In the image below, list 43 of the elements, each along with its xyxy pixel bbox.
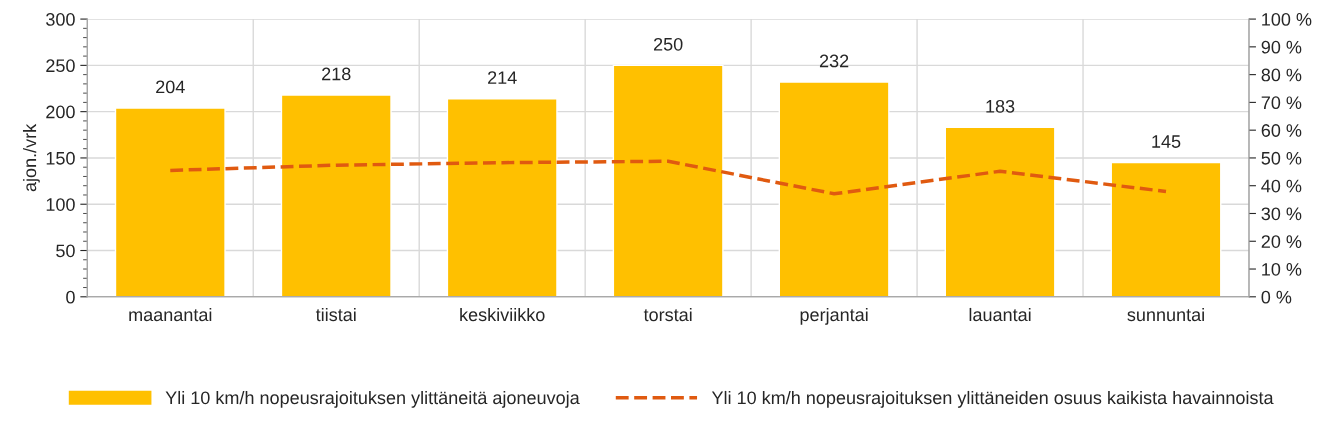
x-tick-label: tiistai xyxy=(315,307,356,322)
x-tick-label: torstai xyxy=(643,307,692,322)
data-label: 232 xyxy=(819,54,849,68)
data-label: 183 xyxy=(986,99,1015,113)
y-tick-label: 200 xyxy=(46,105,75,119)
data-label: 250 xyxy=(653,37,683,51)
y2-tick-label: 100 % xyxy=(1262,13,1312,26)
y2-tick-label: 30 % xyxy=(1261,207,1302,221)
bar xyxy=(612,64,724,297)
legend-label: Yli 10 km/h nopeusrajoituksen ylittäneiden osuus kaikista havainnoista xyxy=(711,390,1274,408)
bar xyxy=(114,107,226,297)
y-tick-label: 300 xyxy=(46,13,75,26)
data-label: 214 xyxy=(488,71,517,84)
bar xyxy=(446,97,558,297)
y2-tick-label: 40 % xyxy=(1261,179,1302,193)
y-tick-label: 250 xyxy=(46,59,75,73)
y-axis-title: ajon./vrk xyxy=(22,123,40,192)
y-tick-label: 50 xyxy=(56,244,75,258)
y2-tick-label: 50 % xyxy=(1261,151,1302,165)
y2-tick-label: 60 % xyxy=(1261,124,1302,137)
x-tick-label: maanantai xyxy=(129,307,212,322)
y2-tick-label: 90 % xyxy=(1261,40,1302,54)
y2-tick-label: 10 % xyxy=(1262,262,1302,276)
x-tick-label: perjantai xyxy=(800,307,868,325)
y2-tick-label: 80 % xyxy=(1261,68,1302,82)
y-tick-label: 0 xyxy=(66,290,75,304)
bar xyxy=(778,81,890,297)
legend-label: Yli 10 km/h nopeusrajoituksen ylittäneitä ajoneuvoja xyxy=(165,390,580,408)
data-label: 204 xyxy=(156,80,185,94)
line-series xyxy=(168,159,1168,196)
y-tick-label: 100 xyxy=(46,198,75,211)
bar xyxy=(944,126,1056,297)
y2-tick-label: 20 % xyxy=(1261,235,1302,248)
x-tick-label: keskiviikko xyxy=(460,307,545,322)
data-label: 218 xyxy=(322,67,351,81)
y2-tick-label: 70 % xyxy=(1261,96,1302,110)
y2-tick-label: 0 % xyxy=(1261,290,1292,304)
y-tick-label: 150 xyxy=(46,151,75,165)
bar xyxy=(1110,161,1222,297)
bar xyxy=(280,94,392,297)
data-label: 145 xyxy=(1152,135,1181,148)
x-tick-label: lauantai xyxy=(969,307,1031,322)
x-tick-label: sunnuntai xyxy=(1127,307,1204,322)
